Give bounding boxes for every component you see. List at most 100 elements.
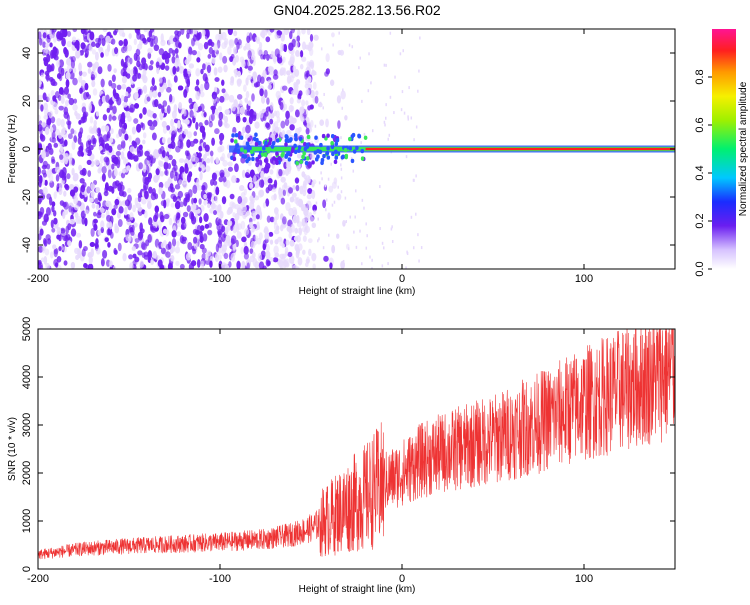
noise-cell [86,186,91,194]
noise-cell [193,241,199,250]
noise-cell [157,160,162,167]
noise-cell [260,170,265,180]
noise-cell [211,57,216,64]
noise-cell [308,248,312,257]
noise-cell [301,227,307,233]
noise-cell [134,238,140,243]
noise-cell [251,210,257,217]
noise-cell [139,113,143,119]
ridge-cell [233,139,238,144]
noise-cell [268,66,272,76]
noise-cell [90,183,96,191]
noise-cell [175,57,181,65]
noise-cell [330,162,332,166]
noise-cell [331,203,334,207]
noise-cell [215,243,219,253]
noise-cell [198,161,203,168]
colorbar-label: Normalized spectral amplitude [738,81,749,216]
colorbar-scale [712,29,736,269]
noise-cell [325,118,329,128]
noise-cell [67,133,73,140]
noise-cell [325,208,327,212]
noise-cell [214,77,220,82]
noise-cell [262,69,267,79]
noise-cell [240,220,246,230]
noise-cell [315,90,319,96]
noise-cell [98,145,103,151]
noise-cell [62,211,66,219]
noise-cell [137,250,143,256]
noise-cell [267,178,273,184]
noise-cell [38,194,43,203]
ridge-cell [286,138,291,143]
noise-cell [206,157,211,164]
noise-cell [230,252,236,262]
x-tick-label: 100 [575,573,593,585]
noise-cell [113,168,118,177]
noise-cell [168,47,174,54]
noise-cell [276,225,280,231]
noise-cell [407,115,409,119]
noise-cell [113,204,118,210]
noise-cell [116,133,120,139]
noise-cell [45,206,51,216]
noise-cell [57,95,62,101]
noise-cell [312,81,317,90]
noise-cell [280,33,285,42]
noise-cell [219,95,225,103]
noise-cell [73,195,79,205]
noise-cell [98,194,103,202]
noise-cell [176,219,182,228]
noise-cell [162,137,166,144]
noise-cell [296,98,301,104]
noise-cell [198,198,202,205]
noise-cell [90,190,95,198]
noise-cell [306,61,310,68]
noise-cell [193,236,198,244]
noise-cell [193,157,200,163]
noise-cell [152,251,157,259]
noise-cell [312,179,317,185]
noise-cell [45,262,50,269]
noise-cell [258,110,264,119]
noise-cell [38,31,42,40]
noise-cell [116,211,121,219]
noise-cell [129,146,135,153]
noise-cell [160,242,165,249]
noise-cell [217,66,223,73]
noise-cell [224,109,230,115]
noise-cell [127,194,132,203]
noise-cell [88,256,93,265]
noise-cell [301,99,306,107]
noise-cell [143,181,149,191]
ridge-cell [275,151,279,157]
noise-cell [129,262,134,269]
noise-cell [354,215,356,219]
ridge-cell [298,136,303,141]
noise-cell [198,122,203,128]
noise-cell [92,219,97,228]
noise-cell [104,237,109,243]
ridge-cell [257,140,262,146]
noise-cell [314,71,317,75]
noise-cell [418,259,420,263]
noise-cell [301,29,306,35]
noise-cell [63,86,70,95]
ridge-cell [243,154,248,159]
noise-cell [385,116,387,120]
noise-cell [218,132,225,141]
ridge-cell [267,141,272,146]
noise-cell [121,134,125,142]
noise-cell [86,159,92,166]
snr-frame [37,328,676,570]
noise-cell [198,145,203,152]
x-tick-label: -200 [27,573,49,585]
noise-cell [304,213,310,222]
noise-cell [170,202,175,208]
noise-cell [100,207,105,214]
ridge-cell [249,149,254,154]
noise-cell [239,99,243,107]
spectrogram-x-axis: -200 -100 0 100 [27,29,593,285]
noise-cell [184,163,188,169]
noise-cell [102,29,108,33]
